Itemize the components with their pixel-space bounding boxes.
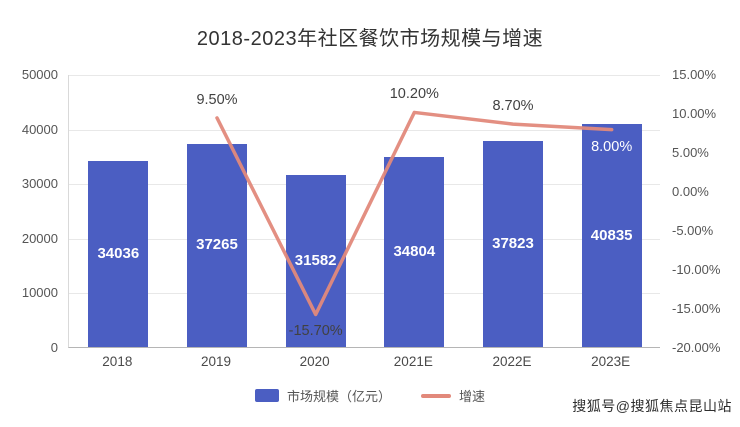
right-axis-label: 10.00% [672, 106, 717, 121]
growth-line [215, 110, 614, 317]
right-axis-label: -20.00% [672, 340, 721, 355]
plot-area: 34036 37265 31582 34804 37823 40835 9.50% -15.7… [68, 75, 660, 348]
x-axis: 2018 2019 2020 2021E 2022E 2023E [68, 354, 660, 374]
bar-2020 [285, 174, 346, 347]
bar-legend-marker [254, 389, 279, 402]
bar-value-label: 31582 [294, 251, 337, 269]
legend-label: 市场规模（亿元） [286, 389, 391, 404]
bar-value-label: 34804 [393, 242, 436, 260]
left-axis-label: 40000 [21, 121, 58, 137]
x-axis-label: 2022E [492, 354, 532, 369]
x-axis-label: 2018 [102, 354, 133, 369]
x-axis-label: 2019 [200, 354, 231, 369]
bar-value-label: 37265 [196, 236, 238, 254]
growth-label: 10.20% [389, 86, 439, 103]
right-axis-label: -5.00% [672, 223, 714, 238]
right-axis-label: 5.00% [672, 145, 709, 160]
left-axis-label: 0 [50, 340, 58, 355]
gridline [69, 184, 660, 186]
legend-label: 增速 [459, 389, 486, 404]
bar-value-label: 34036 [97, 245, 140, 263]
gridline [69, 129, 660, 131]
gridline [69, 293, 660, 295]
left-axis-label: 10000 [21, 285, 58, 301]
bar-2021E [384, 156, 445, 347]
gridline [69, 75, 660, 76]
bar-2022E [483, 140, 543, 347]
left-axis-label: 30000 [21, 176, 58, 192]
legend: 市场规模（亿元） 增速 [0, 386, 740, 405]
chart-title: 2018-2023年社区餐饮市场规模与增速 [196, 28, 544, 50]
right-axis-label: 15.00% [672, 67, 717, 82]
right-axis-label: -15.00% [672, 301, 721, 316]
legend-item-line: 增速 [421, 386, 485, 405]
gridline [69, 238, 660, 240]
left-axis-label: 20000 [21, 230, 58, 246]
right-axis-label: 0.00% [672, 184, 709, 199]
left-axis: 50000 40000 30000 20000 10000 0 [0, 67, 58, 355]
x-axis-label: 2021E [393, 354, 433, 369]
bar-2019 [187, 143, 247, 347]
left-axis-label: 50000 [21, 67, 58, 82]
bar-2018 [88, 161, 149, 347]
line-legend-marker [421, 393, 451, 398]
legend-item-bar: 市场规模（亿元） [254, 386, 391, 405]
right-axis: 15.00% 10.00% 5.00% 0.00% -5.00% -10.00% -15.0… [666, 67, 740, 355]
watermark-text: 搜狐号@搜狐焦点昆山站 [572, 398, 732, 414]
x-axis-label: 2020 [299, 354, 330, 369]
growth-label: 8.70% [492, 98, 534, 115]
growth-label: 8.00% [591, 138, 633, 155]
right-axis-label: -10.00% [672, 262, 721, 277]
x-axis-label: 2023E [591, 354, 631, 369]
bar-2023E [581, 124, 642, 347]
bar-value-label: 37823 [492, 234, 534, 252]
growth-label: -15.70% [288, 323, 343, 340]
growth-label: 9.50% [196, 91, 238, 108]
bar-value-label: 40835 [590, 226, 633, 244]
